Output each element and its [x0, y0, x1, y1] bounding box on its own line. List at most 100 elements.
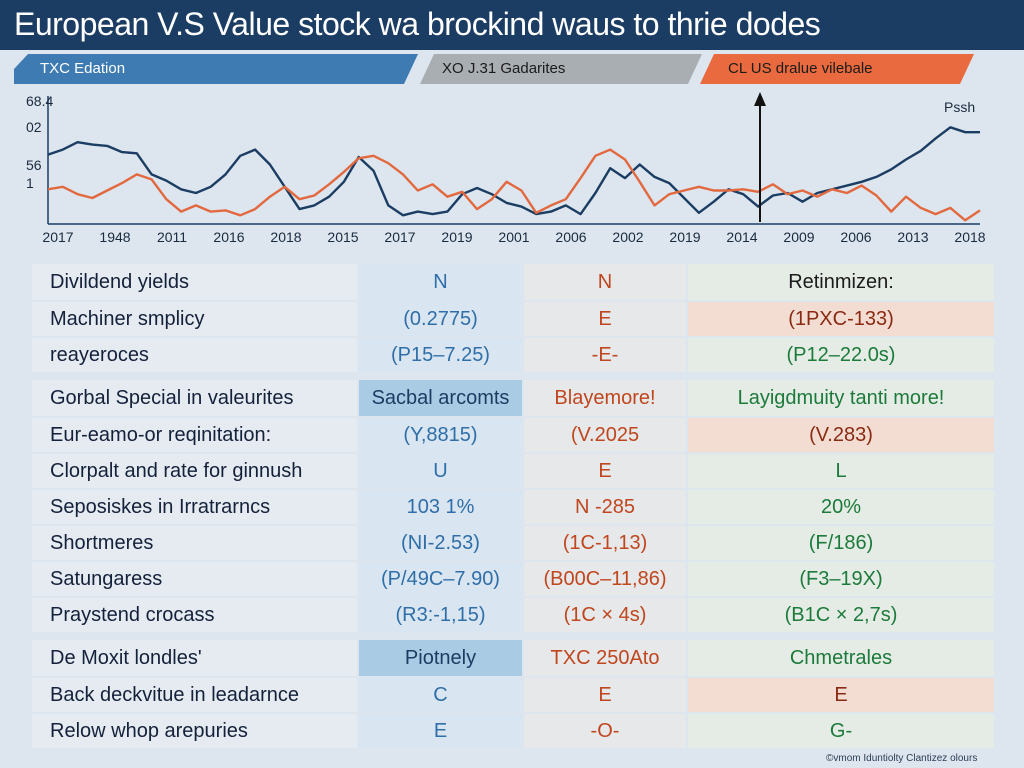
- row-label: Satungaress: [32, 562, 357, 596]
- x-tick-label: 2006: [555, 229, 586, 245]
- header-cell: Blayemore!: [524, 380, 686, 416]
- y-tick-label: 56: [26, 157, 42, 173]
- x-tick-label: 2019: [441, 229, 472, 245]
- cell-blue: (R3:-1,15): [359, 598, 522, 632]
- header-cell: N: [359, 264, 522, 300]
- x-tick-label: 1948: [99, 229, 130, 245]
- table-row: Machiner smplicy (0.2775) E (1PXC-133): [32, 302, 994, 336]
- cell-gray: E: [524, 454, 686, 488]
- header-cell: Sacbal arcomts: [359, 380, 522, 416]
- y-tick-label: 1: [26, 175, 34, 191]
- cell-blue: C: [359, 678, 522, 712]
- cell-blue: (0.2775): [359, 302, 522, 336]
- chart-annotation: Pssh: [944, 99, 975, 115]
- x-tick-label: 2011: [157, 229, 187, 245]
- row-label: Machiner smplicy: [32, 302, 357, 336]
- header-cell: Piotnely: [359, 640, 522, 676]
- row-label: Eur-eamo-or reqinitation:: [32, 418, 357, 452]
- cell-blue: 103 1%: [359, 490, 522, 524]
- ribbon-orange-label: CL US dralue vilebale: [728, 60, 873, 77]
- table-row: Back deckvitue in leadarnce C E E: [32, 678, 994, 712]
- x-tick-label: 2013: [897, 229, 928, 245]
- x-tick-label: 2017: [384, 229, 415, 245]
- arrow-head-icon: [754, 92, 766, 106]
- cell-blue: (Y,8815): [359, 418, 522, 452]
- row-label: Praystend crocass: [32, 598, 357, 632]
- cell-gray: E: [524, 678, 686, 712]
- row-label: Relow whop arepuries: [32, 714, 357, 748]
- table-row: Satungaress (P/49C–7.90) (B00C–11,86) (F…: [32, 562, 994, 596]
- x-tick-label: 2015: [327, 229, 358, 245]
- table-row: reayeroces (P15–7.25) -E- (P12–22.0s): [32, 338, 994, 372]
- cell-gray: -O-: [524, 714, 686, 748]
- table-dividend: Divildend yields N N Retinmizen: Machine…: [32, 264, 994, 374]
- ribbon-blue-label: TXC Edation: [40, 60, 126, 77]
- x-tick-label: 2009: [783, 229, 814, 245]
- cell-gray: (V.2025: [524, 418, 686, 452]
- cell-gray: (B00C–11,86): [524, 562, 686, 596]
- cell-green: (F3–19X): [688, 562, 994, 596]
- cell-orange: (V.283): [688, 418, 994, 452]
- x-tick-label: 2001: [498, 229, 529, 245]
- header-cell: Retinmizen:: [688, 264, 994, 300]
- cell-gray: (1C-1,13): [524, 526, 686, 560]
- cell-blue: U: [359, 454, 522, 488]
- table-row: Relow whop arepuries E -O- G-: [32, 714, 994, 748]
- x-tick-label: 2017: [42, 229, 73, 245]
- series-line-navy: [47, 126, 980, 217]
- line-chart: 68.4 02 56 1 2017 1948 2011 2016 2018 2015 2017 201…: [26, 92, 986, 245]
- table-row: Shortmeres (NI-2.53) (1C-1,13) (F/186): [32, 526, 994, 560]
- cell-gray: E: [524, 302, 686, 336]
- header-cell: De Moxit londles': [32, 640, 357, 676]
- cell-green: G-: [688, 714, 994, 748]
- header-cell: Layigdmuity tanti more!: [688, 380, 994, 416]
- cell-green: 20%: [688, 490, 994, 524]
- row-label: Seposiskes in Irratrarncs: [32, 490, 357, 524]
- y-tick-label: 02: [26, 119, 42, 135]
- x-tick-label: 2018: [954, 229, 985, 245]
- footnote: ©vmom Iduntiolty Clantizez olours: [826, 753, 978, 764]
- x-tick-label: 2019: [669, 229, 700, 245]
- header-cell: Gorbal Special in valeurites: [32, 380, 357, 416]
- x-tick-label: 2002: [612, 229, 643, 245]
- x-tick-label: 2014: [726, 229, 757, 245]
- series-line-orange: [47, 148, 981, 222]
- cell-blue: E: [359, 714, 522, 748]
- row-label: reayeroces: [32, 338, 357, 372]
- y-tick-label: 68.4: [26, 93, 53, 109]
- title-banner: European V.S Value stock wa brockind wau…: [0, 0, 1024, 50]
- row-label: Shortmeres: [32, 526, 357, 560]
- cell-gray: -E-: [524, 338, 686, 372]
- cell-green: (F/186): [688, 526, 994, 560]
- x-tick-label: 2018: [270, 229, 301, 245]
- row-label: Clorpalt and rate for ginnush: [32, 454, 357, 488]
- cell-blue: (P/49C–7.90): [359, 562, 522, 596]
- table-header-row: Gorbal Special in valeurites Sacbal arco…: [32, 380, 994, 416]
- page-title: European V.S Value stock wa brockind wau…: [14, 6, 821, 42]
- header-cell: TXC 250Ato: [524, 640, 686, 676]
- table-row: Eur-eamo-or reqinitation: (Y,8815) (V.20…: [32, 418, 994, 452]
- cell-gray: N -285: [524, 490, 686, 524]
- cell-green: (P12–22.0s): [688, 338, 994, 372]
- table-special: Gorbal Special in valeurites Sacbal arco…: [32, 380, 994, 634]
- cell-blue: (P15–7.25): [359, 338, 522, 372]
- ribbon-gray-label: XO J.31 Gadarites: [442, 60, 566, 77]
- cell-green: L: [688, 454, 994, 488]
- table-row: Clorpalt and rate for ginnush U E L: [32, 454, 994, 488]
- cell-orange: E: [688, 678, 994, 712]
- cell-green: (B1C × 2,7s): [688, 598, 994, 632]
- table-header-row: De Moxit londles' Piotnely TXC 250Ato Ch…: [32, 640, 994, 676]
- cell-blue: (NI-2.53): [359, 526, 522, 560]
- header-cell: Chmetrales: [688, 640, 994, 676]
- table-row: Praystend crocass (R3:-1,15) (1C × 4s) (…: [32, 598, 994, 632]
- header-cell: Divildend yields: [32, 264, 357, 300]
- x-tick-label: 2016: [213, 229, 244, 245]
- cell-gray: (1C × 4s): [524, 598, 686, 632]
- header-cell: N: [524, 264, 686, 300]
- ribbon-blue: TXC Edation: [14, 54, 418, 84]
- table-header-row: Divildend yields N N Retinmizen:: [32, 264, 994, 300]
- ribbon-orange: CL US dralue vilebale: [700, 54, 974, 84]
- ribbon-gray: XO J.31 Gadarites: [420, 54, 702, 84]
- cell-orange: (1PXC-133): [688, 302, 994, 336]
- table-moxit: De Moxit londles' Piotnely TXC 250Ato Ch…: [32, 640, 994, 750]
